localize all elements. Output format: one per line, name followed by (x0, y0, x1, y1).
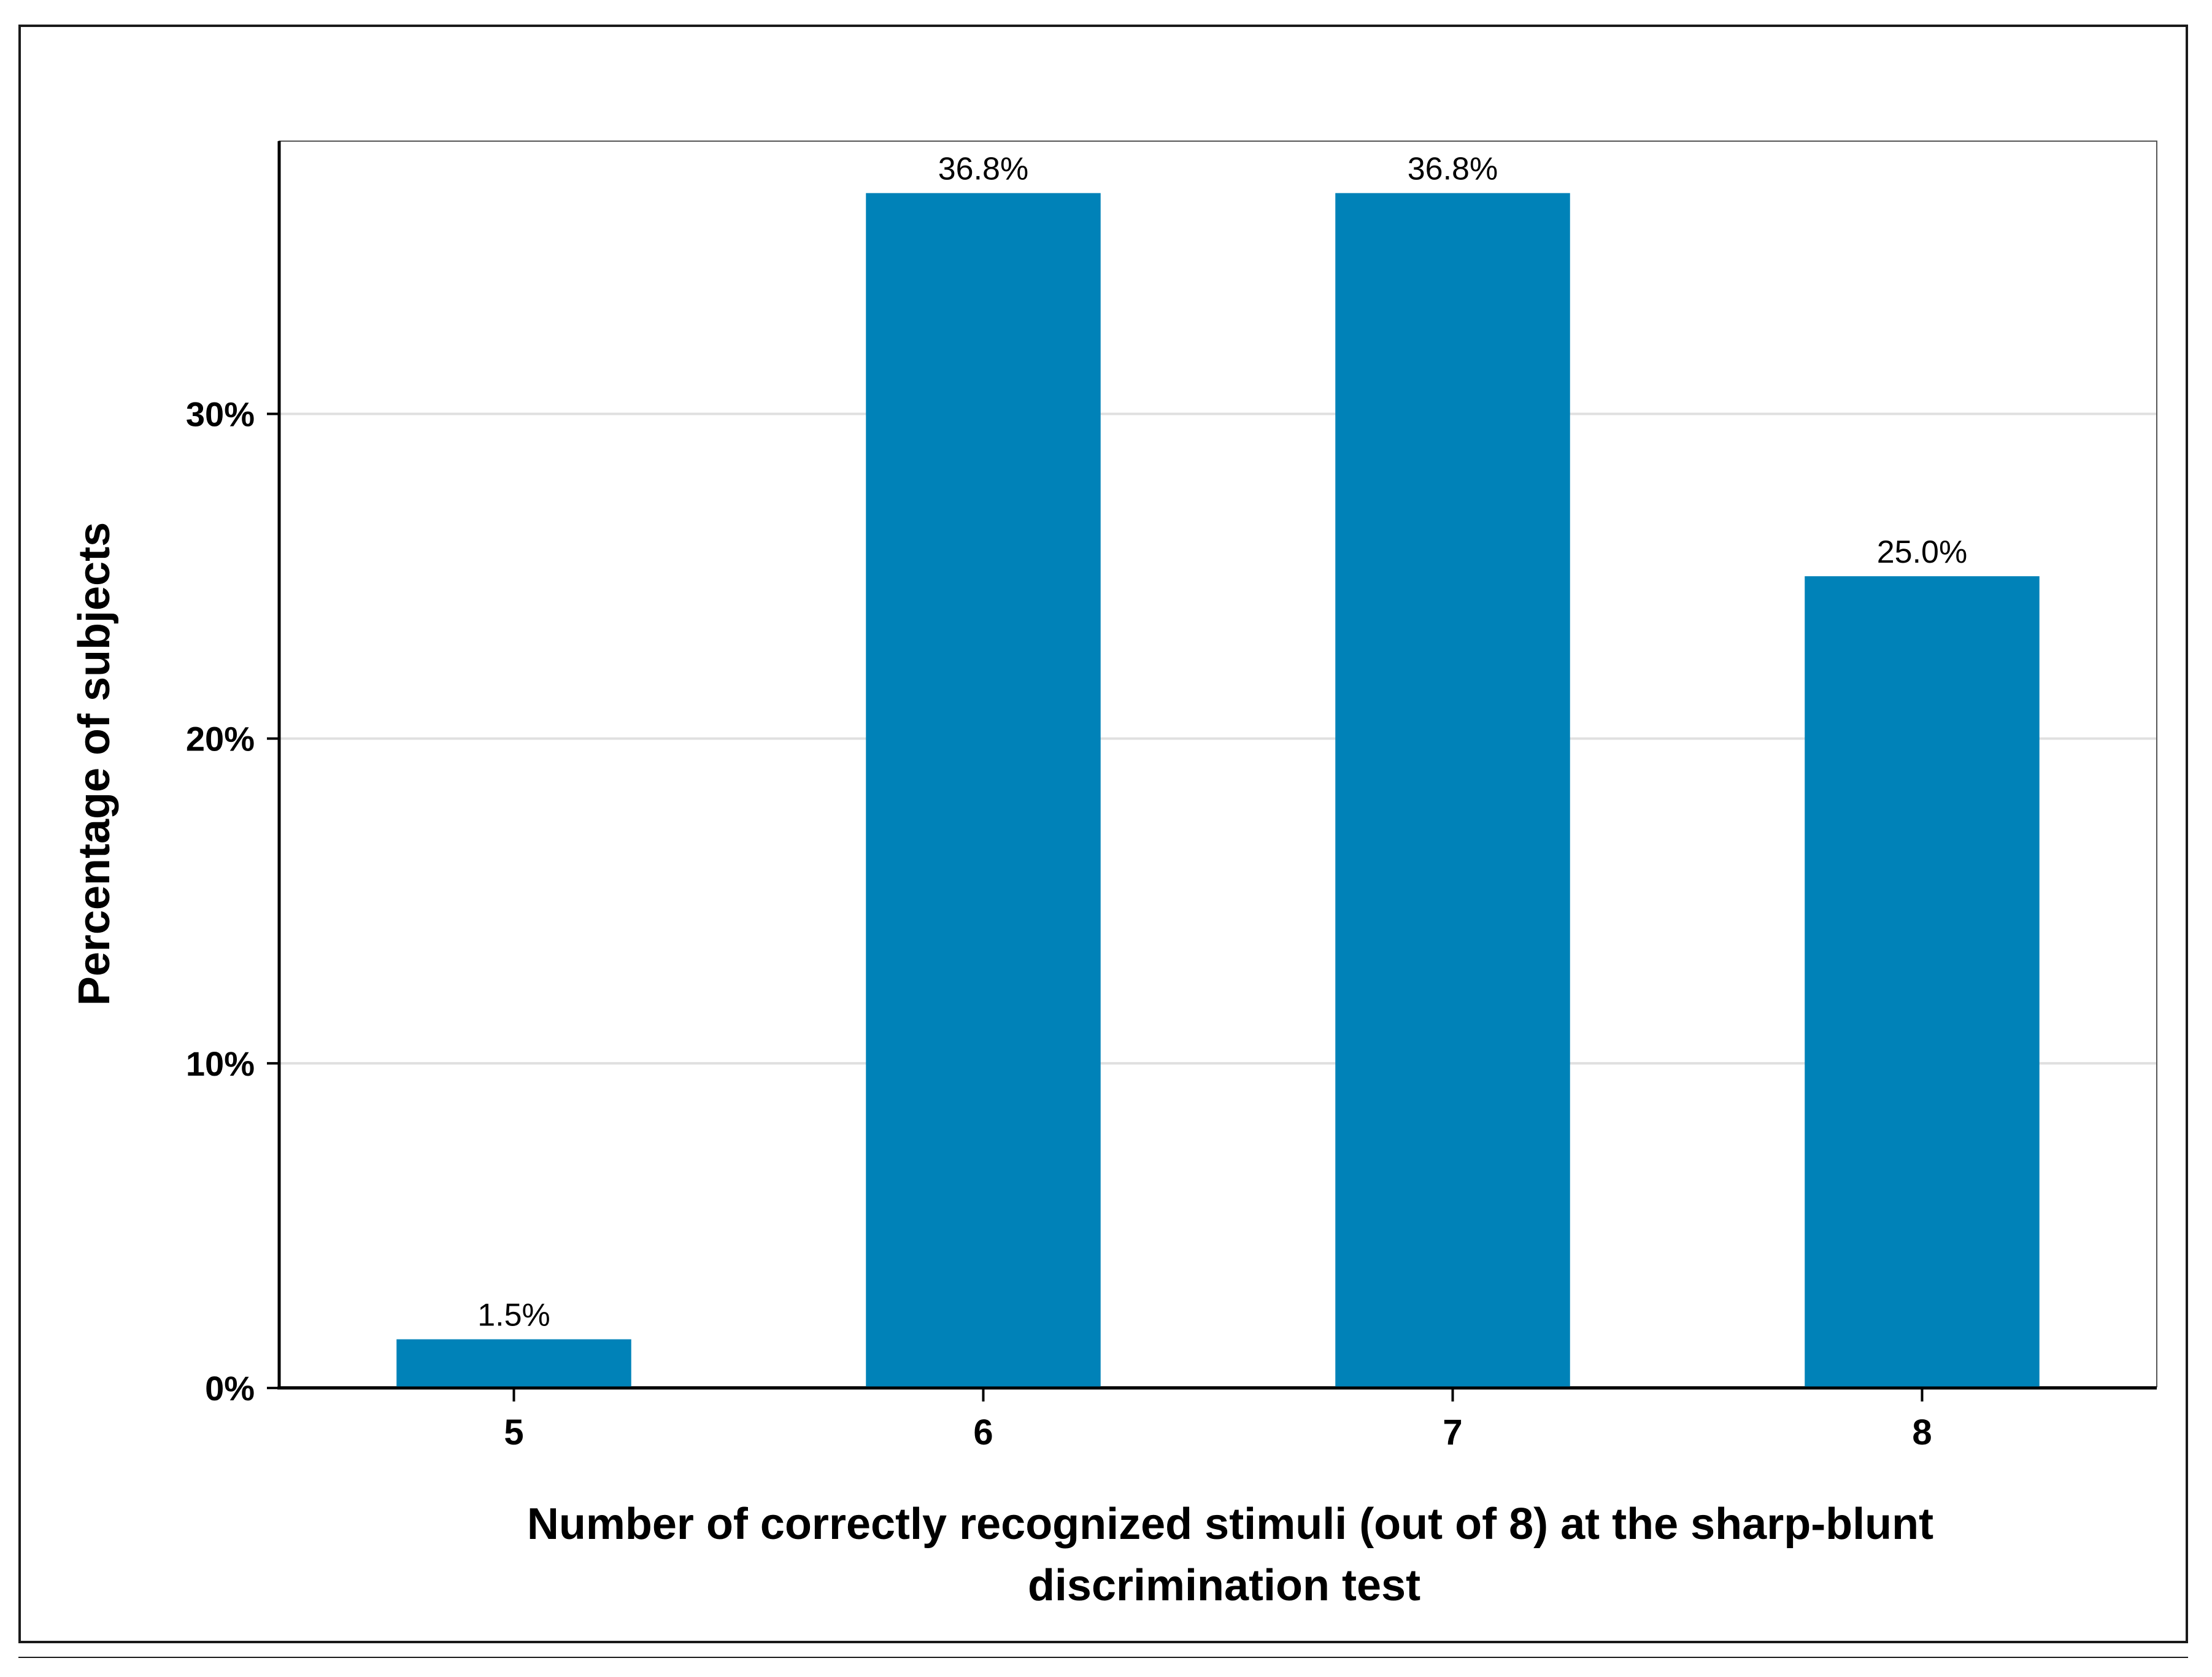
y-ticks: 0% 10% 20% 30% (186, 395, 279, 1408)
bars (396, 193, 2040, 1389)
x-tick-label: 7 (1443, 1413, 1462, 1452)
data-labels: 1.5% 36.8% 36.8% 25.0% (477, 152, 1967, 1333)
bar-6 (866, 193, 1101, 1389)
x-tick-label: 6 (973, 1413, 993, 1452)
data-label-5: 1.5% (477, 1298, 550, 1333)
y-tick-label: 20% (186, 720, 255, 758)
x-axis-title-line-1: Number of correctly recognized stimuli (… (527, 1500, 1933, 1549)
data-label-6: 36.8% (938, 152, 1028, 187)
x-tick-label: 8 (1912, 1413, 1932, 1452)
y-tick-label: 0% (205, 1369, 255, 1408)
x-axis-title-line-2: discrimination test (1028, 1561, 1420, 1610)
data-label-8: 25.0% (1877, 534, 1967, 570)
figure-frame (18, 25, 2188, 1643)
x-tick-label: 5 (504, 1413, 523, 1452)
y-tick-label: 30% (186, 395, 255, 434)
data-label-7: 36.8% (1408, 152, 1498, 187)
y-tick-label: 10% (186, 1044, 255, 1083)
bar-5 (396, 1339, 631, 1388)
bar-7 (1335, 193, 1570, 1389)
x-ticks: 5 6 7 8 (504, 1388, 1932, 1452)
y-axis-title: Percentage of subjects (70, 522, 119, 1006)
figure-bottom-rule (18, 1657, 2188, 1658)
bar-8 (1805, 576, 2040, 1389)
